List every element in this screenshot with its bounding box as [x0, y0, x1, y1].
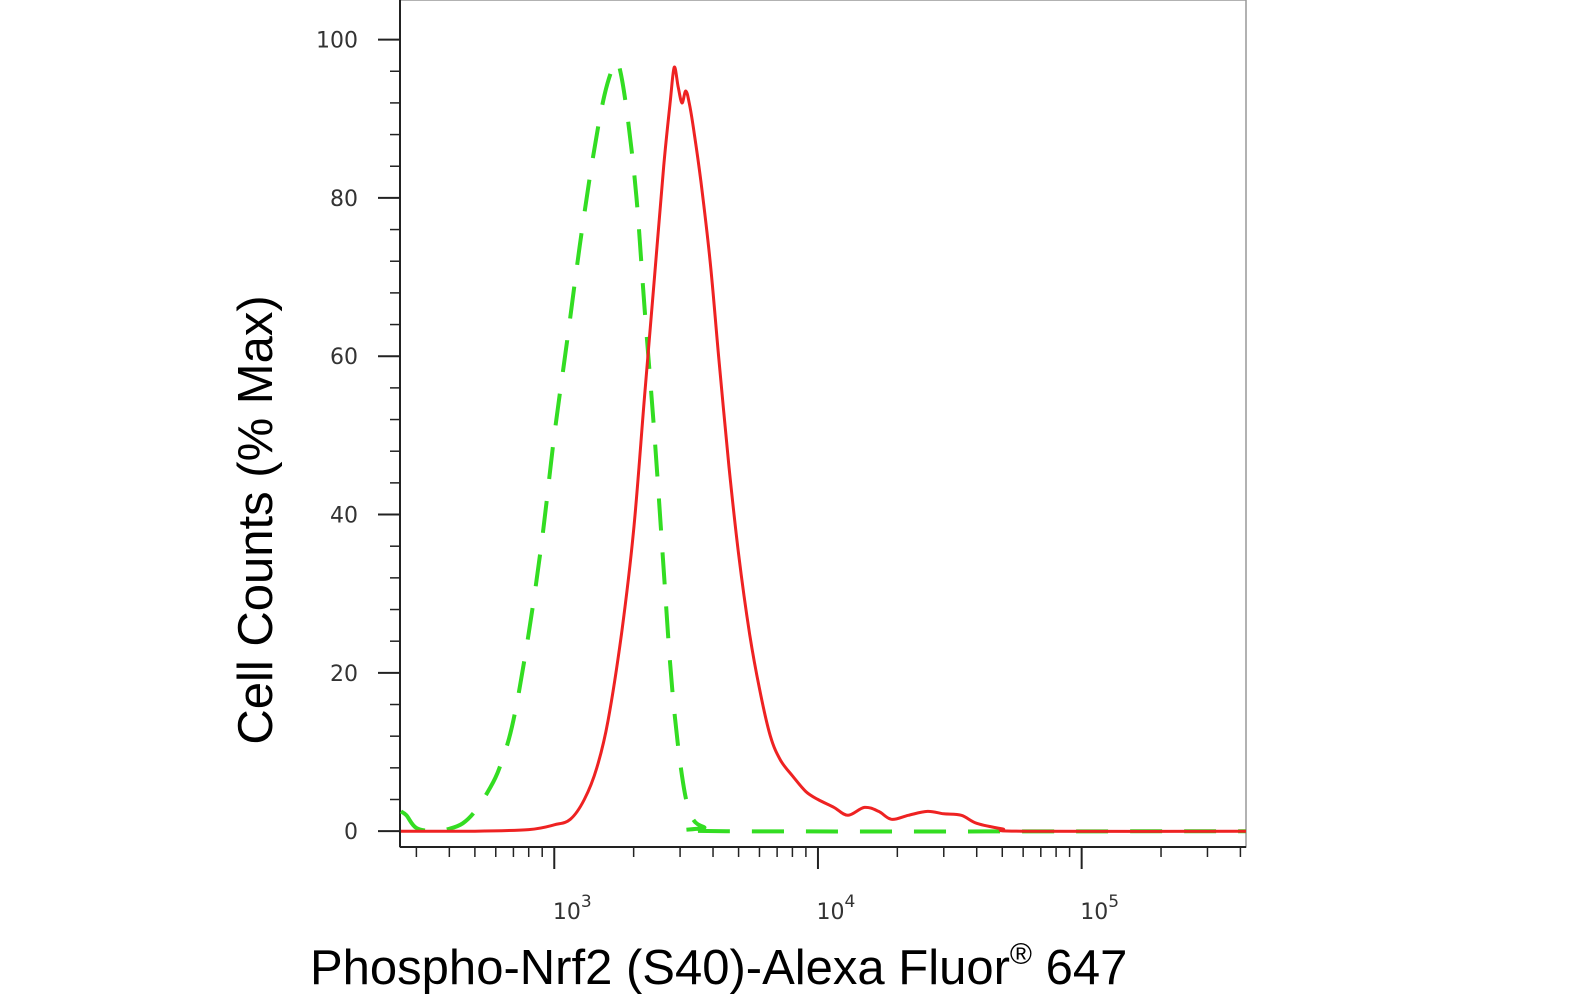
y-axis-ticks: 0 20 40 60 80 100	[316, 29, 400, 845]
y-axis-label: Cell Counts (% Max)	[229, 295, 283, 744]
x-axis-label: Phospho-Nrf2 (S40)-Alexa Fluor® 647	[310, 938, 1127, 995]
y-tick-label-80: 80	[330, 187, 358, 212]
x-axis-label-text: Phospho-Nrf2 (S40)-Alexa Fluor	[310, 941, 1010, 995]
y-tick-label-20: 20	[330, 662, 358, 687]
y-tick-label-100: 100	[316, 29, 358, 54]
x-tick-label-5: 105	[1080, 892, 1119, 925]
x-tick-base: 10	[553, 900, 581, 925]
series-layer	[399, 59, 1247, 834]
x-axis-ticks: 103 104 105	[415, 847, 1242, 925]
y-tick-label-60: 60	[330, 345, 358, 370]
series-line-sample-solid	[400, 65, 1247, 833]
plot-frame	[399, 0, 1247, 848]
plot-border	[399, 0, 1247, 848]
y-tick-label-0: 0	[344, 820, 358, 845]
y-tick-label-40: 40	[330, 504, 358, 529]
x-tick-exponent: 5	[1108, 892, 1119, 912]
x-tick-exponent: 3	[581, 892, 592, 912]
x-tick-exponent: 4	[845, 892, 856, 912]
x-axis-label-tail: 647	[1032, 941, 1127, 995]
series-line-control-dashed	[399, 59, 1247, 834]
x-tick-label-4: 104	[817, 892, 856, 925]
x-tick-base: 10	[1080, 900, 1108, 925]
x-tick-base: 10	[817, 900, 845, 925]
x-tick-label-3: 103	[553, 892, 592, 925]
x-axis-label-registered-mark: ®	[1010, 938, 1032, 971]
